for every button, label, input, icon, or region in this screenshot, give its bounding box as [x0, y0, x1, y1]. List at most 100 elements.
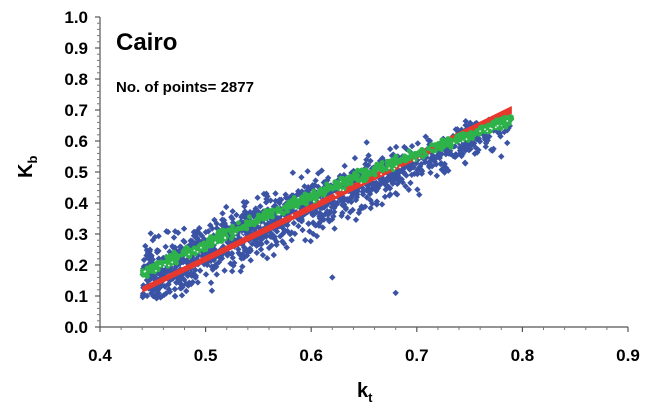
green-dot-point — [219, 235, 225, 241]
axes — [95, 16, 629, 332]
blue-diamond-point — [306, 228, 313, 235]
blue-diamond-point — [312, 177, 319, 184]
blue-diamond-point — [437, 160, 444, 168]
green-dot-point — [401, 154, 407, 160]
green-dot-highlight — [339, 188, 342, 191]
blue-diamond-point — [276, 199, 283, 207]
blue-diamond-point — [290, 219, 298, 227]
green-dot-point — [188, 249, 193, 255]
blue-diamond-point — [390, 176, 398, 183]
blue-diamond-point — [280, 240, 288, 247]
blue-diamond-point — [331, 199, 339, 206]
green-dot-point — [175, 255, 181, 261]
blue-diamond-point — [235, 246, 242, 253]
green-dot-highlight — [234, 232, 237, 235]
green-dot-point — [237, 226, 243, 232]
green-dot-point — [167, 256, 172, 262]
blue-diamond-point — [239, 250, 246, 258]
blue-diamond-point — [484, 137, 491, 144]
green-dot-point — [171, 249, 177, 255]
blue-diamond-point — [229, 208, 236, 215]
green-dot-highlight — [489, 127, 492, 130]
x-tick-labels: 0.4 0.5 0.6 0.7 0.8 0.9 — [88, 346, 640, 365]
blue-diamond-point — [270, 251, 277, 259]
blue-diamond-point — [171, 228, 179, 235]
green-dot-point — [504, 121, 510, 127]
blue-diamond-point — [405, 186, 413, 193]
green-dot-point — [360, 174, 366, 180]
blue-diamond-point — [359, 188, 366, 195]
blue-diamond-point — [471, 150, 479, 157]
blue-diamond-point — [177, 274, 184, 281]
blue-diamond-point — [474, 149, 481, 156]
blue-diamond-point — [161, 283, 169, 290]
blue-diamond-point — [489, 147, 496, 154]
green-dot-point — [304, 193, 309, 199]
blue-diamond-point — [258, 235, 266, 243]
blue-diamond-point — [202, 271, 210, 278]
blue-diamond-point — [482, 139, 490, 147]
green-dot-point — [372, 172, 378, 178]
green-dot-highlight — [318, 198, 321, 201]
blue-diamond-point — [418, 170, 426, 177]
blue-diamond-point — [147, 230, 154, 237]
x-tick-label: 0.5 — [194, 346, 218, 365]
plot-area — [139, 106, 515, 302]
blue-diamond-point — [240, 198, 247, 206]
green-dot-highlight — [334, 194, 337, 197]
blue-diamond-point — [383, 178, 391, 185]
blue-diamond-point — [482, 135, 489, 142]
blue-diamond-point — [304, 184, 312, 191]
green-dot-highlight — [465, 138, 468, 141]
blue-diamond-point — [447, 150, 454, 158]
blue-diamond-point — [163, 228, 170, 235]
green-dot-highlight — [333, 192, 336, 195]
blue-diamond-point — [425, 137, 432, 144]
blue-diamond-point — [367, 157, 374, 165]
green-dot-point — [263, 212, 269, 218]
blue-diamond-point — [451, 153, 459, 161]
green-dot-highlight — [155, 269, 157, 272]
green-dot-point — [155, 267, 161, 273]
green-dot-highlight — [418, 157, 421, 160]
blue-diamond-point — [408, 171, 415, 178]
blue-diamond-point — [170, 234, 178, 241]
green-dot-point — [498, 118, 503, 124]
blue-diamond-point — [367, 204, 374, 212]
blue-diamond-point — [228, 250, 236, 257]
blue-diamond-point — [427, 169, 434, 176]
green-dot-point — [247, 214, 252, 220]
blue-diamond-point — [153, 249, 161, 256]
blue-diamond-point — [328, 203, 336, 211]
blue-diamond-point — [414, 186, 421, 193]
blue-diamond-point — [291, 230, 299, 237]
x-tick-label: 0.8 — [511, 346, 535, 365]
green-dot-point — [345, 178, 350, 184]
blue-diamond-point — [223, 223, 230, 230]
y-axis-label-main: K — [15, 163, 37, 178]
blue-diamond-point — [139, 292, 147, 299]
blue-diamond-point — [283, 244, 290, 251]
green-dot-highlight — [196, 251, 199, 253]
blue-diamond-point — [462, 117, 469, 125]
green-dot-highlight — [486, 130, 489, 133]
blue-diamond-point — [324, 208, 331, 215]
green-dot-highlight — [291, 214, 294, 216]
blue-diamond-point — [504, 139, 511, 147]
blue-diamond-point — [388, 152, 396, 159]
green-dot-highlight — [393, 167, 396, 170]
blue-diamond-point — [218, 221, 226, 229]
blue-diamond-point — [228, 268, 236, 275]
blue-diamond-point — [381, 193, 389, 200]
green-dot-highlight — [380, 173, 383, 176]
blue-diamond-point — [230, 262, 237, 269]
blue-diamond-point — [286, 230, 294, 238]
blue-diamond-point — [298, 174, 305, 181]
green-dot-point — [480, 126, 486, 132]
green-dot-highlight — [144, 270, 147, 273]
blue-diamond-point — [192, 266, 199, 274]
y-tick-label: 0.1 — [64, 287, 88, 306]
green-dot-point — [384, 166, 390, 172]
green-dot-point — [236, 220, 241, 226]
green-dot-point — [230, 223, 235, 229]
